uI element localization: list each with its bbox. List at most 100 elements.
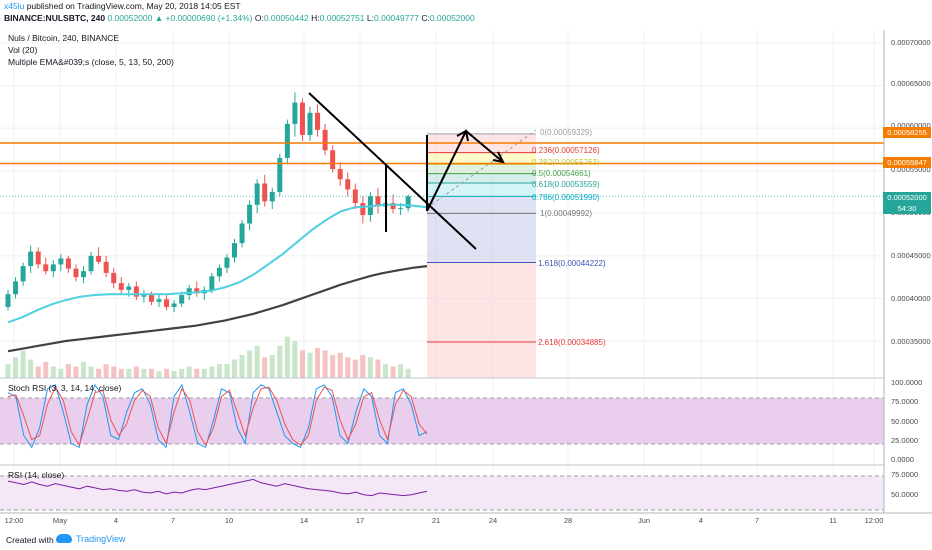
stoch-tick: 25.0000 [891,436,919,445]
candle-body [141,295,147,297]
candle-body [43,264,49,272]
candle-body [345,179,351,190]
candle-body [81,271,86,278]
volume-bar [405,368,411,378]
candle-body [360,203,366,215]
volume-bar [50,366,56,378]
fib-band [427,182,536,197]
fib-band [427,173,536,183]
volume-bar [133,366,139,378]
rsi-panel [0,464,884,511]
tradingview-brand: TradingView [76,533,126,544]
axes [0,30,932,514]
time-tick: 21 [431,516,441,525]
open-value: 0.00050442 [263,13,309,23]
volume-bar [96,368,102,378]
volume-bar [216,364,222,378]
volume-bar [164,368,170,378]
volume-bar [307,352,313,378]
fib-label: 1.618(0.00044222) [538,259,606,268]
candle-body [65,258,71,269]
candle-body [224,257,230,268]
volume-bar [194,368,200,378]
time-tick: 17 [355,516,365,525]
publish-text: published on TradingView.com, May 20, 20… [26,1,241,11]
chart-header: x45lu published on TradingView.com, May … [0,0,932,28]
volume-bar [322,350,328,378]
candle-body [330,150,336,170]
price-tick: 0.00035000 [891,337,931,346]
arrow-head [492,151,505,164]
volume-bar [179,368,185,378]
time-tick: 4 [698,516,704,525]
candle-body [337,169,343,180]
volume-bar [35,366,41,378]
candle-body [269,192,275,202]
rsi-tick: 75.0000 [891,470,919,479]
time-tick: 4 [113,516,119,525]
volume-bar [81,361,86,378]
fib-trendline [426,129,537,209]
time-tick: 7 [170,516,176,525]
candle-body [375,196,381,207]
candle-body [50,264,56,272]
candle-body [247,204,253,224]
candle-body [126,286,132,290]
candle-body [111,272,117,284]
price-tick: 0.00065000 [891,79,931,88]
price-tick: 0.00040000 [891,294,931,303]
fib-label: 0(0.00059329) [540,128,593,137]
candle-body [307,112,313,135]
volume-bar [73,366,79,378]
volume-bar [239,355,245,378]
price-change: 0.00052000 ▲ +0.00000690 (+1.34%) [107,13,253,23]
candle-body [58,258,64,265]
volume-bar [315,348,321,378]
time-tick: Jun [637,516,651,525]
volume-bar [171,371,177,378]
candle-body [5,294,11,307]
candle-body [156,299,162,302]
price-tick: 0.00060000 [891,121,931,130]
volume-bar [28,359,34,378]
volume-bar [352,359,358,378]
volume-bar [383,364,388,378]
symbol-label: BINANCE:NULSBTC, 240 [4,13,106,23]
fib-label: 0.618(0.00053559) [532,180,600,189]
volume-bar [277,345,283,378]
candle-body [315,112,321,130]
volume-bar [58,368,64,378]
stoch-rsi-label: Stoch RSI (3, 3, 14, 14, close) [8,383,122,393]
author-link[interactable]: x45lu [4,1,25,11]
volume-bar [20,350,26,378]
stoch-d-line [7,386,428,447]
countdown-tag: 54:30 [883,203,931,214]
candle-body [164,299,170,307]
candle-body [88,255,94,272]
tradingview-cloud-icon [56,534,72,544]
fib-band [427,152,536,165]
fib-label: 0.5(0.00054661) [532,169,591,178]
time-tick: 28 [563,516,573,525]
fib-band [427,262,536,342]
volume-bar [247,350,253,378]
volume-bar [111,366,117,378]
volume-bars [5,336,411,378]
volume-bar [345,357,351,378]
time-tick: May [52,516,68,525]
volume-bar [156,371,162,378]
fib-label: 2.618(0.00034885) [538,338,606,347]
candle-body [254,183,260,205]
volume-bar [13,357,19,378]
tradingview-logo[interactable]: TradingView [56,533,126,544]
volume-bar [390,366,396,378]
candle-body [292,102,298,124]
volume-bar [269,355,275,378]
volume-bar [43,361,49,378]
time-tick: 12:00 [4,516,24,525]
stoch-band [0,398,884,444]
candle-body [216,267,222,277]
candle-body [398,208,404,210]
fib-band [427,341,536,378]
